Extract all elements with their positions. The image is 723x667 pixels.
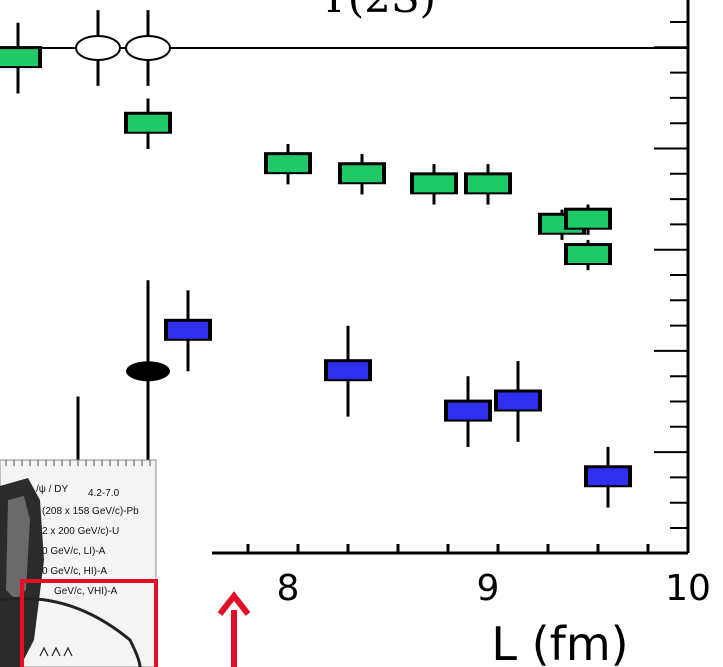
inset-image: /ψ / DY 4.2-7.0 (208 x 158 GeV/c)-Pb 2 x 20… bbox=[0, 459, 158, 667]
green-box-marker bbox=[268, 155, 308, 173]
x-tick-label: 9 bbox=[477, 568, 500, 609]
blue-box-marker bbox=[168, 321, 208, 339]
green-box-marker bbox=[0, 49, 39, 67]
inset-legend-entry: 2 x 200 GeV/c)-U bbox=[42, 526, 119, 537]
green-box-marker bbox=[342, 165, 382, 183]
inset-legend-entry: 0 GeV/c, LI)-A bbox=[42, 546, 106, 557]
open-ellipse-marker bbox=[125, 35, 171, 61]
green-box-marker bbox=[128, 114, 168, 132]
black-ellipse-marker bbox=[126, 361, 170, 382]
blue-box-marker bbox=[588, 468, 628, 486]
inset-legend-entry: 0 GeV/c, HI)-A bbox=[42, 566, 107, 577]
blue-box-marker bbox=[328, 362, 368, 380]
red-arrow-icon bbox=[217, 591, 251, 667]
arrow-head bbox=[217, 591, 251, 616]
x-tick-labels: 8 9 10 bbox=[277, 568, 711, 609]
plot-axes bbox=[212, 0, 690, 555]
x-tick-label: 8 bbox=[277, 568, 300, 609]
blue-box-marker bbox=[448, 402, 488, 420]
x-tick-label: 10 bbox=[665, 568, 711, 609]
green-box-marker bbox=[568, 246, 608, 264]
inset-title: /ψ / DY bbox=[36, 484, 68, 495]
inset-title-subscript: 4.2-7.0 bbox=[88, 488, 120, 499]
green-box-marker bbox=[468, 175, 508, 193]
pen-highlight bbox=[6, 496, 30, 600]
inset-legend-entry: GeV/c, VHI)-A bbox=[54, 586, 118, 597]
inset-markers bbox=[39, 646, 73, 657]
highlight-box bbox=[20, 579, 158, 667]
green-box-marker bbox=[568, 210, 608, 228]
magnifier-ring bbox=[0, 596, 142, 667]
x-axis-label: L (fm) bbox=[491, 617, 628, 667]
blue-box-marker bbox=[498, 392, 538, 410]
green-box-marker bbox=[414, 175, 454, 193]
chart-title: Υ(2S) bbox=[319, 0, 436, 22]
inset-legend-entry: (208 x 158 GeV/c)-Pb bbox=[42, 506, 139, 517]
open-ellipse-marker bbox=[75, 35, 121, 61]
